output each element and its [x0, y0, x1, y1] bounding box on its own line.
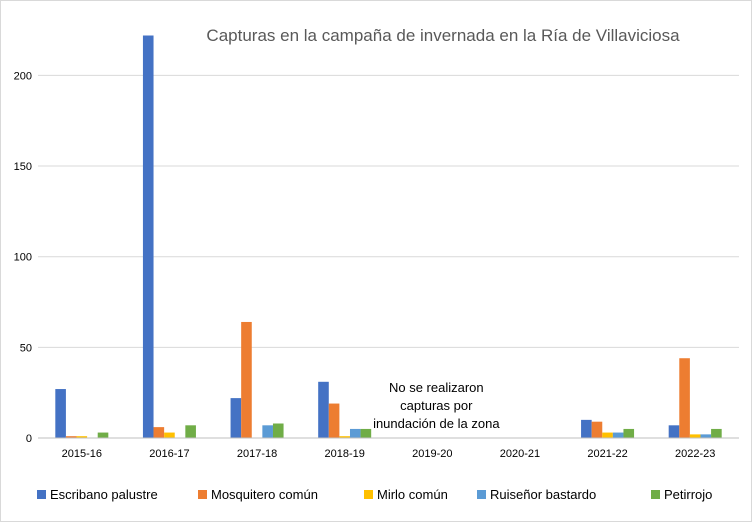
axes: 0 50 100 150 200 2015-16 2016-17 2017-18 2018-19…: [14, 70, 739, 460]
legend-label: Ruiseñor bastardo: [490, 487, 596, 502]
bar: [339, 436, 350, 438]
bar: [318, 381, 329, 438]
bar: [142, 35, 154, 439]
bars: [55, 35, 722, 439]
bar: [55, 389, 66, 438]
annotation-line: No se realizaron: [389, 380, 484, 395]
y-tick-label: 0: [26, 433, 32, 445]
legend-swatch: [198, 490, 207, 499]
x-tick-label: 2019-20: [412, 448, 452, 460]
x-tick-label: 2015-16: [62, 448, 102, 460]
bar: [65, 436, 77, 438]
bar: [262, 425, 273, 438]
legend-label: Escribano palustre: [50, 487, 158, 502]
legend-label: Mosquitero común: [211, 487, 318, 502]
y-tick-label: 100: [14, 252, 32, 264]
bar: [700, 434, 712, 438]
bar: [349, 428, 361, 438]
annotation-line: inundación de la zona: [373, 416, 500, 431]
legend-label: Petirrojo: [664, 487, 712, 502]
bar: [272, 423, 284, 438]
legend-swatch: [651, 490, 660, 499]
bar: [185, 425, 196, 438]
bar: [153, 427, 165, 438]
bar: [711, 428, 722, 438]
legend-swatch: [477, 490, 486, 499]
bar: [230, 398, 242, 438]
legend-swatch: [37, 490, 46, 499]
bar: [668, 425, 680, 438]
x-tick-label: 2017-18: [237, 448, 277, 460]
y-tick-label: 150: [14, 161, 32, 173]
bar: [76, 436, 88, 438]
y-tick-label: 50: [20, 342, 32, 354]
bar: [241, 321, 252, 438]
bar: [328, 403, 340, 438]
bar: [623, 428, 635, 438]
x-tick-label: 2022-23: [675, 448, 715, 460]
bar: [591, 421, 603, 438]
legend: Escribano palustre Mosquitero común Mirlo …: [37, 487, 712, 502]
bar: [612, 432, 624, 438]
y-tick-label: 200: [14, 70, 32, 82]
chart-title: Capturas en la campaña de invernada en l…: [206, 26, 680, 45]
legend-swatch: [364, 490, 373, 499]
bar: [360, 428, 372, 438]
bar: [602, 432, 613, 438]
bar: [164, 432, 175, 438]
legend-label: Mirlo común: [377, 487, 448, 502]
x-tick-label: 2020-21: [500, 448, 540, 460]
annotation: No se realizaron capturas por inundación d…: [373, 380, 500, 431]
x-tick-label: 2021-22: [587, 448, 627, 460]
x-tick-label: 2016-17: [149, 448, 189, 460]
annotation-line: capturas por: [400, 398, 473, 413]
x-tick-label: 2018-19: [325, 448, 365, 460]
bar: [679, 358, 690, 438]
bar: [581, 419, 592, 438]
bar: [689, 434, 701, 438]
bar: [97, 432, 109, 438]
gridlines: [38, 74, 739, 348]
